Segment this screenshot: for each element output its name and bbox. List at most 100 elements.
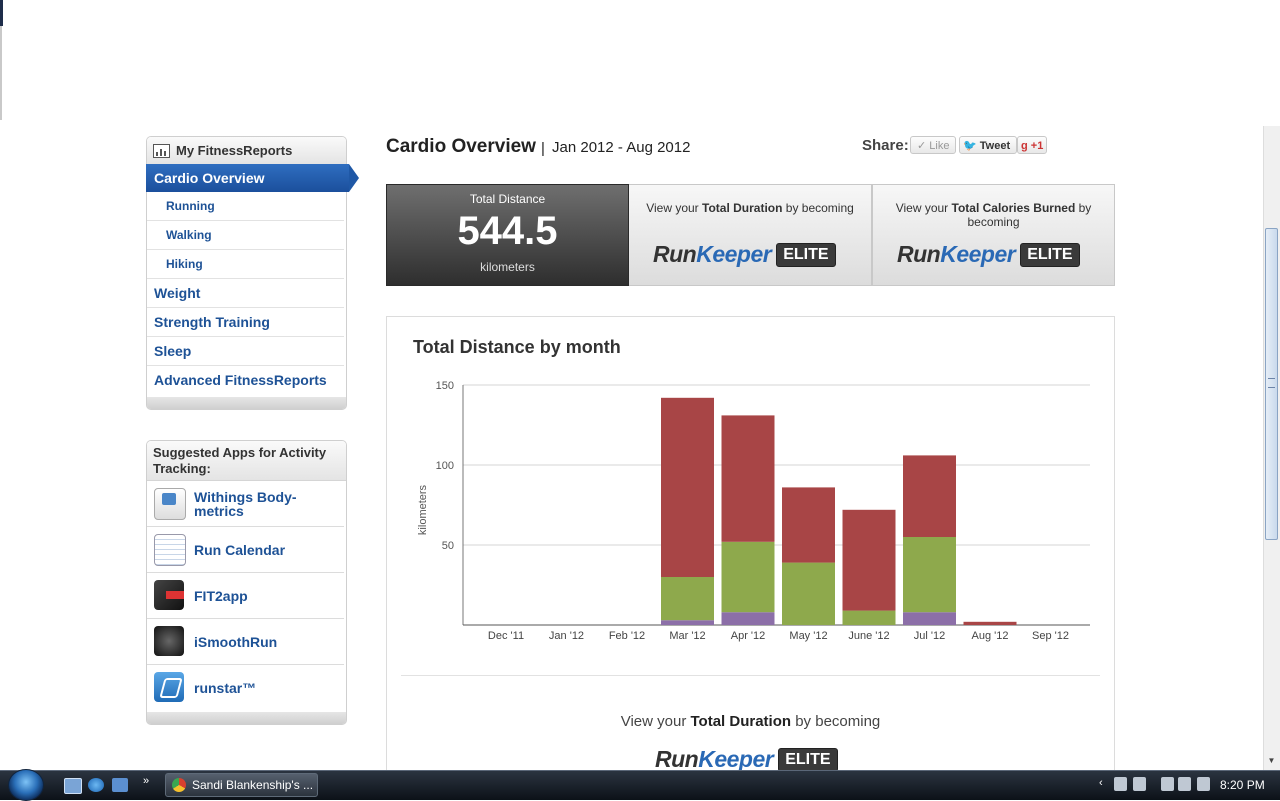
app-label[interactable]: runstar™ — [194, 679, 257, 696]
quick-launch-icon[interactable] — [112, 778, 128, 792]
bar-segment — [661, 397, 714, 577]
nav-active-arrow — [349, 164, 359, 192]
bar-segment — [842, 610, 896, 625]
x-tick-label: Jul '12 — [914, 630, 945, 642]
bar-segment — [661, 620, 714, 625]
runkeeper-elite-logo[interactable]: Run Keeper ELITE — [897, 241, 1080, 268]
chrome-icon — [172, 778, 186, 792]
nav-sleep[interactable]: Sleep — [147, 337, 344, 366]
start-button[interactable] — [8, 769, 44, 801]
app-label[interactable]: Withings Body-metrics — [194, 488, 297, 519]
app-row-fit2app[interactable]: FIT2app — [147, 573, 344, 619]
app-row-run-calendar[interactable]: Run Calendar — [147, 527, 344, 573]
tray-icon[interactable] — [1133, 777, 1146, 791]
bar-segment — [661, 577, 714, 621]
x-tick-label: June '12 — [848, 630, 889, 642]
twitter-bird-icon: 🐦 — [963, 140, 977, 152]
runkeeper-elite-logo[interactable]: Run Keeper ELITE — [653, 241, 836, 268]
withings-icon — [154, 488, 186, 520]
bar-segment — [903, 455, 956, 537]
internet-explorer-icon[interactable] — [88, 778, 104, 792]
taskbar-window-button[interactable]: Sandi Blankenship's ... — [165, 773, 318, 797]
runstar-icon — [154, 672, 184, 702]
tray-icon[interactable] — [1114, 777, 1127, 791]
x-tick-label: Feb '12 — [609, 630, 645, 642]
total-distance-box: Total Distance 544.5 kilometers — [386, 184, 629, 286]
total-duration-text: View your Total Duration by becoming — [646, 201, 854, 215]
share-label: Share: — [862, 137, 909, 154]
app-label[interactable]: FIT2app — [194, 587, 248, 604]
nav-running[interactable]: Running — [147, 192, 344, 221]
nav-cardio-overview[interactable]: Cardio Overview — [146, 164, 349, 192]
x-tick-label: Jan '12 — [549, 630, 584, 642]
x-tick-label: Dec '11 — [488, 630, 524, 642]
window-edge-dark — [0, 0, 3, 26]
total-distance-unit: kilometers — [480, 260, 535, 274]
ismoothrun-icon — [154, 626, 184, 656]
plusone-button[interactable]: g +1 — [1017, 136, 1047, 154]
nav-weight[interactable]: Weight — [147, 279, 344, 308]
bar-segment — [721, 541, 775, 613]
fitness-reports-header: My FitnessReports — [147, 137, 346, 165]
total-calories-box[interactable]: View your Total Calories Burned by becom… — [872, 184, 1115, 286]
tweet-button[interactable]: 🐦 Tweet — [959, 136, 1017, 154]
tray-expand-icon[interactable]: ‹ — [1099, 777, 1103, 789]
total-calories-text: View your Total Calories Burned by becom… — [895, 201, 1092, 229]
like-label: Like — [929, 140, 950, 152]
nav-hiking[interactable]: Hiking — [147, 250, 344, 279]
app-row-runstar[interactable]: runstar™ — [147, 665, 344, 711]
y-tick-label: 100 — [436, 460, 454, 472]
tweet-label: Tweet — [979, 140, 1011, 152]
app-row-ismoothrun[interactable]: iSmoothRun — [147, 619, 344, 665]
quick-launch-more[interactable]: » — [143, 775, 150, 787]
x-tick-label: Sep '12 — [1032, 630, 1069, 642]
calendar-icon — [154, 534, 186, 566]
x-tick-label: May '12 — [789, 630, 827, 642]
x-tick-label: Apr '12 — [731, 630, 766, 642]
scrollbar-thumb[interactable] — [1265, 228, 1278, 540]
bar-segment — [721, 612, 775, 625]
distance-chart: 50 100 150 kilometers Dec '11 Jan '12 Feb '12 M… — [417, 380, 1090, 642]
plusone-label: +1 — [1030, 140, 1044, 152]
bar-chart-icon — [153, 143, 170, 158]
app-label[interactable]: Run Calendar — [194, 541, 286, 558]
bar-segment — [963, 621, 1017, 625]
nav-strength-training[interactable]: Strength Training — [147, 308, 344, 337]
panel-footer — [147, 397, 346, 409]
nav-advanced-fitnessreports[interactable]: Advanced FitnessReports — [154, 372, 327, 388]
card-divider — [401, 675, 1100, 676]
google-plus-icon: g — [1021, 140, 1028, 152]
volume-icon[interactable] — [1197, 777, 1210, 791]
show-desktop-icon[interactable] — [64, 778, 82, 794]
x-tick-label: Mar '12 — [669, 630, 705, 642]
network-icon[interactable] — [1178, 777, 1191, 791]
fitness-reports-title: My FitnessReports — [176, 143, 293, 158]
app-label[interactable]: iSmoothRun — [194, 633, 278, 650]
panel-footer — [147, 712, 346, 724]
power-icon[interactable] — [1161, 777, 1174, 791]
bottom-duration-text: View your Total Duration by becoming — [620, 713, 881, 730]
y-tick-label: 50 — [442, 540, 454, 552]
check-icon: ✓ — [917, 140, 927, 152]
nav-walking[interactable]: Walking — [147, 221, 344, 250]
page-title: Cardio Overview — [386, 136, 536, 157]
like-button[interactable]: ✓ Like — [910, 136, 956, 154]
bar-segment — [782, 562, 835, 625]
bar-segment — [721, 415, 775, 542]
bar-segment — [903, 537, 956, 613]
total-duration-box[interactable]: View your Total Duration by becoming Run… — [629, 184, 872, 286]
bar-segment — [903, 612, 956, 625]
runkeeper-elite-logo[interactable]: Run Keeper ELITE — [655, 746, 838, 773]
x-tick-label: Aug '12 — [972, 630, 1009, 642]
total-distance-value: 544.5 — [457, 209, 558, 253]
app-row-withings[interactable]: Withings Body-metrics — [147, 481, 344, 527]
bar-segment — [842, 509, 896, 611]
scroll-down-arrow-icon[interactable]: ▼ — [1267, 756, 1276, 765]
suggested-apps-header: Suggested Apps for Activity Tracking: — [147, 441, 346, 481]
chart-title: Total Distance by month — [413, 337, 621, 357]
clock[interactable]: 8:20 PM — [1220, 778, 1265, 792]
window-edge — [0, 0, 2, 120]
title-separator: | — [541, 140, 545, 157]
bar-segment — [782, 487, 835, 563]
y-axis-label: kilometers — [417, 484, 429, 535]
